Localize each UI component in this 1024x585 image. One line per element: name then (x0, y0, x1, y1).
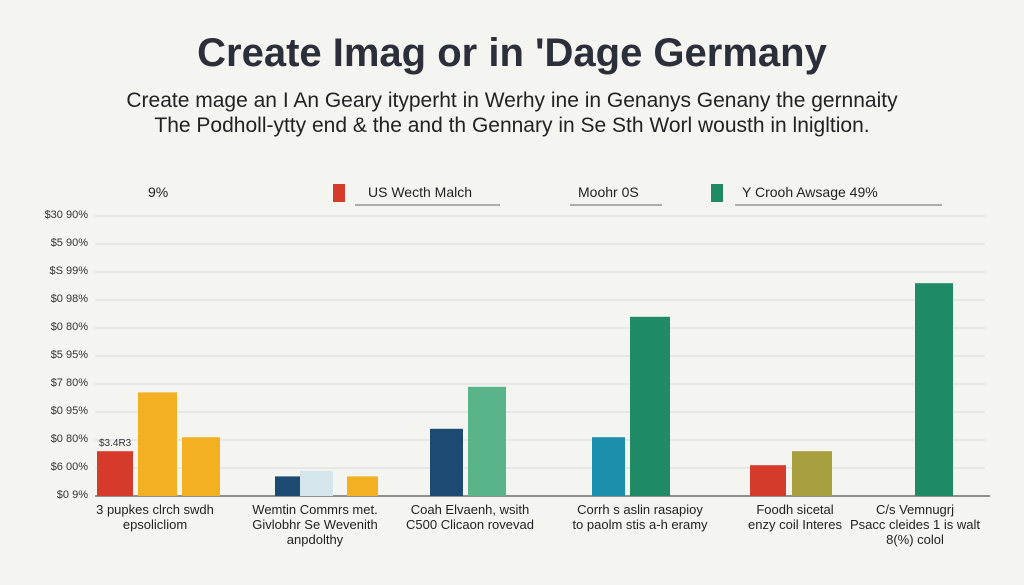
bar (275, 476, 300, 496)
bar (592, 437, 625, 496)
y-tick-label: $7 80% (50, 377, 88, 389)
legend-label: 9% (148, 184, 169, 200)
y-tick-label: $30 90% (44, 209, 88, 221)
bar (750, 465, 786, 496)
legend-label: Moohr 0S (578, 184, 639, 200)
bar (915, 283, 953, 496)
subtitle: The Podholl-ytty end & the and th Gennar… (154, 114, 870, 137)
x-tick-label: 3 pupkes clrch swdh epsolicliom (96, 502, 214, 532)
y-tick-label: $5 90% (50, 237, 88, 249)
bar (347, 476, 378, 496)
legend-label: US Wecth Malch (368, 184, 472, 200)
bar (182, 437, 220, 496)
bar (138, 392, 177, 496)
legend-label: Y Crooh Awsage 49% (742, 184, 878, 200)
y-tick-label: $0 80% (50, 321, 88, 333)
legend-swatch (333, 184, 345, 202)
bar (300, 470, 333, 496)
x-tick-label: Wemtin Commrs met. Givlobhr Se Wevenith … (252, 502, 378, 547)
bar (792, 451, 832, 496)
y-tick-label: $0 98% (50, 293, 88, 305)
legend-swatch (711, 184, 723, 202)
bar (430, 428, 463, 496)
x-tick-label: Corrh s aslin rasapioy to paolm stis a-h… (572, 502, 708, 532)
subtitle: Create mage an I An Geary ityperht in We… (126, 89, 898, 112)
bar (97, 451, 133, 496)
y-tick-label: $0 95% (50, 405, 88, 417)
y-tick-label: $S 99% (49, 265, 88, 277)
x-tick-label: C/s Vemnugrj Psacc cleides 1 is walt 8(%… (849, 502, 981, 547)
bar (468, 386, 506, 496)
x-tick-label: Coah Elvaenh, wsith C500 Clicaon rovevad (406, 502, 534, 532)
value-label: $3.4R3 (99, 438, 132, 449)
x-tick-label: Foodh sicetal enzy coil Interes (748, 502, 842, 532)
y-tick-label: $6 00% (50, 461, 88, 473)
chart-title: Create Imag or in 'Dage Germany (197, 31, 827, 75)
y-tick-label: $5 95% (50, 349, 88, 361)
y-tick-label: $0 9% (56, 489, 88, 501)
y-tick-label: $0 80% (50, 433, 88, 445)
bar (630, 316, 670, 496)
